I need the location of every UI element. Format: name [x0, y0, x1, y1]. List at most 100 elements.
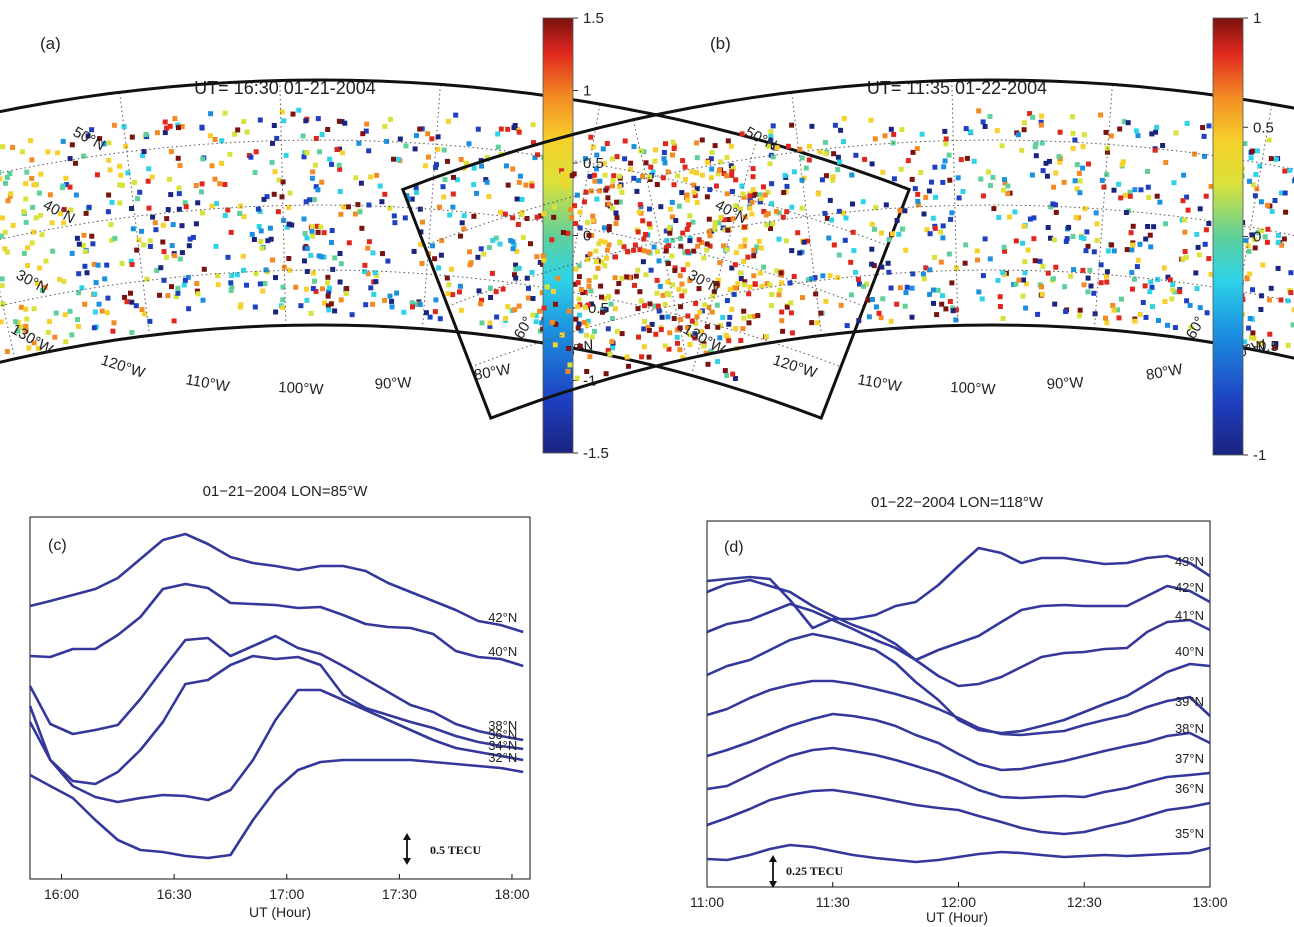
tec-cell [68, 207, 74, 213]
tec-cell [430, 243, 435, 249]
tec-cell [787, 280, 793, 286]
lon-label: 100°W [950, 379, 997, 398]
tec-cell [585, 219, 591, 225]
tec-cell [639, 354, 645, 360]
tec-cell [134, 247, 140, 253]
tec-cell [1083, 248, 1089, 254]
tec-cell [162, 119, 168, 125]
tec-cell [539, 290, 545, 296]
tec-cell [813, 291, 819, 297]
tec-cell [730, 216, 736, 222]
tec-cell [1161, 265, 1167, 271]
tec-cell [1005, 183, 1011, 189]
tec-cell [91, 261, 97, 267]
tec-cell [576, 274, 582, 280]
tec-cell [274, 135, 280, 141]
tec-cell [742, 214, 748, 220]
tec-cell [1290, 322, 1294, 328]
tec-cell [670, 237, 676, 243]
tec-cell [308, 310, 314, 316]
tec-cell [880, 169, 886, 175]
lon-label: 80°W [1145, 361, 1185, 384]
tec-cell [741, 259, 747, 264]
tec-cell [770, 154, 776, 160]
tec-cell [655, 303, 661, 309]
tec-cell [663, 228, 669, 234]
tec-cell [133, 303, 139, 309]
tec-cell [355, 202, 361, 208]
tec-cell [152, 220, 158, 226]
tec-cell [672, 268, 678, 273]
tec-cell [95, 262, 101, 268]
tec-cell [806, 157, 812, 163]
tec-cell [718, 214, 724, 220]
tec-cell [1272, 198, 1278, 203]
tec-cell [655, 249, 660, 255]
tec-cell [938, 259, 944, 265]
tec-cell [450, 191, 456, 197]
tec-cell [662, 302, 668, 307]
tec-cell [691, 182, 697, 188]
tec-cell [107, 167, 113, 173]
tec-cell [1033, 153, 1039, 159]
tec-cell [722, 227, 728, 233]
tec-cell [4, 249, 10, 255]
tec-cell [1027, 216, 1033, 222]
tec-cell [897, 208, 903, 214]
tec-cell [707, 243, 713, 249]
tec-cell [606, 242, 612, 248]
tec-cell [146, 166, 152, 172]
tec-cell [258, 239, 264, 245]
tec-cell [336, 162, 342, 168]
tec-cell [1202, 241, 1208, 247]
tec-cell [1183, 255, 1189, 261]
tec-cell [528, 241, 533, 247]
tec-cell [67, 308, 73, 314]
tec-cell [101, 141, 107, 147]
tec-cell [604, 141, 610, 146]
tec-cell [841, 139, 846, 145]
x-tick-label: 16:00 [44, 886, 79, 902]
tec-cell [705, 324, 710, 330]
tec-cell [308, 252, 314, 258]
tec-cell [835, 275, 841, 281]
tec-cell [582, 319, 587, 325]
tec-cell [73, 192, 79, 198]
tec-cell [1252, 245, 1258, 251]
tec-cell [47, 319, 52, 325]
tec-cell [1023, 305, 1029, 311]
tec-cell [167, 123, 173, 129]
tec-cell [461, 226, 467, 232]
tec-cell [10, 222, 16, 228]
tec-cell [607, 351, 613, 357]
tec-cell [69, 142, 75, 148]
tec-cell [1039, 140, 1045, 146]
tec-cell [1032, 144, 1038, 150]
tec-cell [143, 132, 149, 137]
tec-cell [764, 222, 770, 228]
tec-cell [258, 228, 264, 234]
tec-cell [582, 304, 588, 310]
tec-cell [1115, 307, 1120, 313]
tec-cell [740, 191, 746, 197]
tec-cell [1070, 234, 1076, 239]
lon-label: 110°W [184, 371, 231, 396]
tec-cell [949, 280, 955, 286]
tec-cell [712, 223, 718, 229]
tec-cell [497, 241, 503, 247]
tec-cell [325, 303, 331, 309]
tec-cell [157, 292, 162, 298]
tec-cell [172, 116, 178, 122]
tec-cell [1142, 283, 1148, 289]
tec-cell [606, 201, 612, 207]
tec-cell [436, 265, 442, 271]
tec-cell [309, 224, 315, 229]
tec-cell [980, 193, 986, 199]
tec-cell [1035, 311, 1041, 317]
tec-cell [1005, 191, 1011, 197]
tec-cell [541, 211, 547, 217]
tec-cell [926, 188, 932, 194]
tec-cell [706, 229, 712, 235]
tec-cell [632, 242, 638, 248]
tec-cell [1040, 263, 1046, 269]
